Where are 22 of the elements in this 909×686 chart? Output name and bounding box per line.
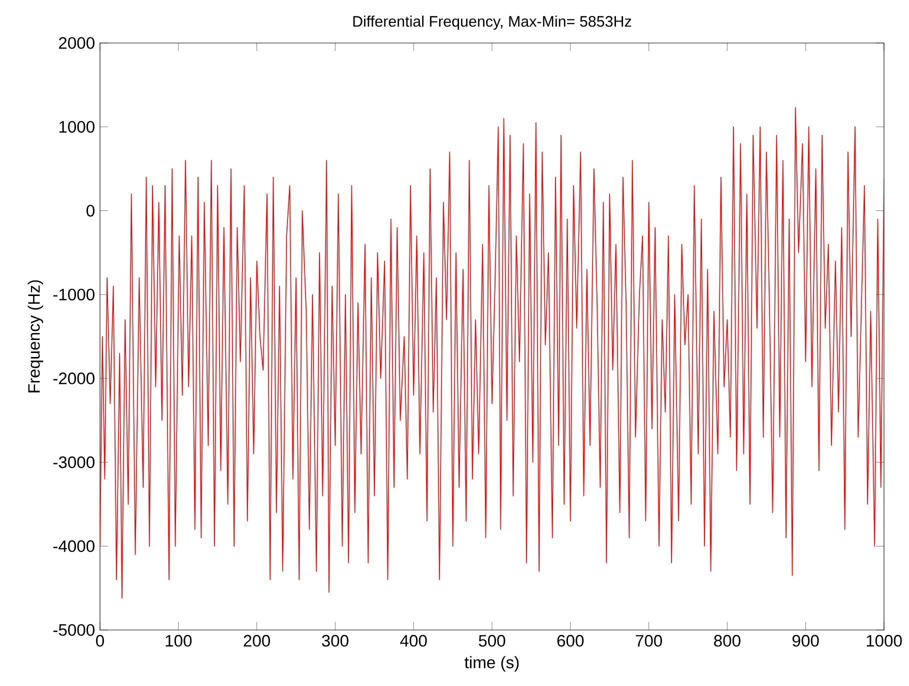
x-tick-label: 500 <box>478 634 506 647</box>
x-tick-label: 0 <box>96 634 104 647</box>
y-axis-title: Frequency (Hz) <box>28 280 44 392</box>
y-tick-label: -3000 <box>53 456 94 468</box>
y-tick-label: -4000 <box>53 540 94 552</box>
chart-title: Differential Frequency, Max-Min= 5853Hz <box>353 16 632 30</box>
x-tick-label: 900 <box>792 634 819 647</box>
x-tick-label: 400 <box>400 634 427 647</box>
x-tick-label: 300 <box>322 634 348 647</box>
y-tick-label: 1000 <box>59 120 94 133</box>
x-tick-label: 1000 <box>866 634 902 647</box>
x-tick-label: 800 <box>714 634 740 647</box>
x-axis-title: time (s) <box>464 656 519 672</box>
x-tick-label: 700 <box>636 634 662 647</box>
y-tick-label: 2000 <box>58 37 94 49</box>
x-tick-label: 200 <box>244 634 270 647</box>
x-tick-label: 100 <box>166 634 192 647</box>
y-tick-label: -5000 <box>53 624 94 636</box>
y-tick-label: -1000 <box>53 288 94 300</box>
y-tick-label: -2000 <box>53 372 94 384</box>
x-tick-label: 600 <box>557 634 584 647</box>
y-tick-label: 0 <box>86 204 94 217</box>
